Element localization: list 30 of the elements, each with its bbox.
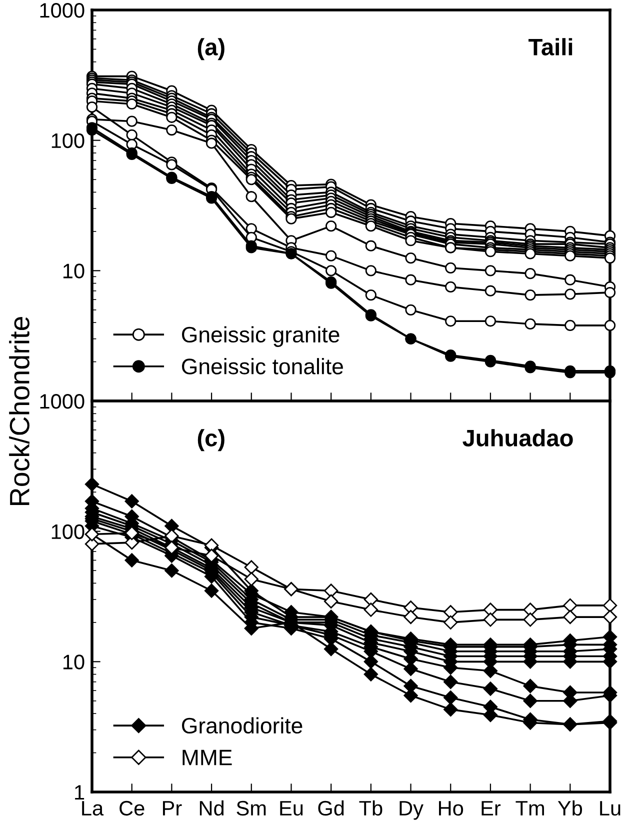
y-tick-label: 10 <box>63 264 84 278</box>
x-tick-label: Tb <box>359 800 382 816</box>
x-tick-label: Lu <box>600 801 620 816</box>
legend-label: Gneissic granite <box>182 326 340 347</box>
x-tick-label: Sm <box>236 800 266 816</box>
x-tick-label: Pr <box>162 801 182 816</box>
annotation: Juhuadao <box>462 429 573 446</box>
y-tick-label: 100 <box>52 524 84 540</box>
x-tick-label: Nd <box>200 800 224 816</box>
x-tick-label: Er <box>482 801 501 816</box>
annotation: (a) <box>198 38 224 60</box>
legend-label: Granodiorite <box>182 717 302 734</box>
y-axis-title: Rock/Chondrite <box>9 317 30 505</box>
x-tick-label: Tm <box>516 801 544 816</box>
x-tick-label: Dy <box>400 801 424 820</box>
x-tick-label: Ho <box>439 801 464 816</box>
y-tick-label: 1000 <box>40 394 84 409</box>
annotation: (c) <box>198 429 224 452</box>
x-tick-label: La <box>82 801 104 816</box>
legend-label: Gneissic tonalite <box>182 358 343 374</box>
y-tick-label: 1000 <box>40 3 84 18</box>
y-tick-label: 1 <box>75 785 84 800</box>
annotation: Taili <box>528 38 572 56</box>
x-tick-label: Yb <box>558 800 582 816</box>
x-tick-label: Eu <box>280 801 303 816</box>
x-tick-label: Ce <box>120 800 144 816</box>
legend-label: MME <box>182 750 232 766</box>
y-tick-label: 10 <box>63 654 84 670</box>
x-tick-label: Gd <box>318 800 344 816</box>
y-tick-label: 100 <box>52 133 84 148</box>
